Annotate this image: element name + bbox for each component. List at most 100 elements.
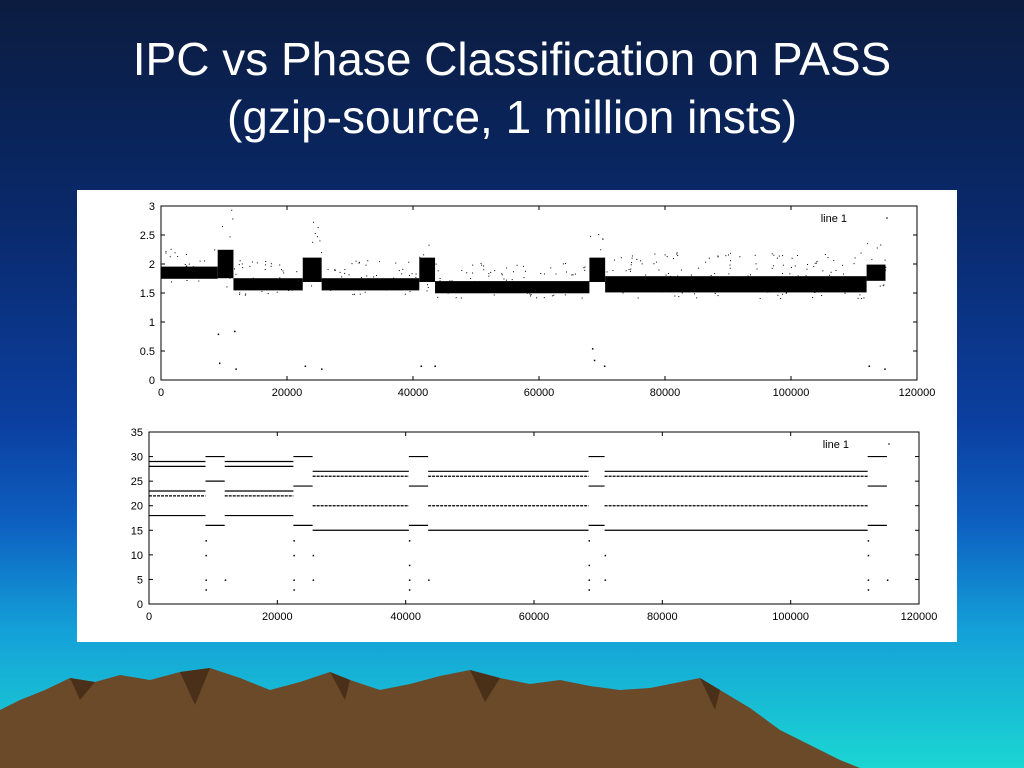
- data-point: [602, 238, 604, 240]
- data-band-core: [217, 249, 234, 279]
- data-point: [188, 263, 190, 265]
- data-point: [185, 265, 187, 267]
- data-point: [720, 290, 722, 292]
- data-point: [525, 270, 527, 272]
- data-point: [581, 297, 583, 299]
- data-point: [235, 289, 237, 291]
- data-point: [192, 271, 194, 273]
- y-tick-label: 0: [149, 375, 155, 387]
- data-point: [806, 268, 808, 270]
- legend-label: line 1: [821, 213, 847, 225]
- outlier-point: [312, 554, 315, 557]
- mountain-range-decoration: [0, 668, 860, 768]
- data-point: [215, 276, 217, 278]
- data-point: [366, 275, 368, 277]
- data-point: [827, 256, 829, 258]
- outlier-point: [312, 579, 315, 581]
- data-point: [385, 289, 387, 291]
- data-point: [344, 272, 346, 274]
- data-point: [426, 290, 428, 292]
- data-point: [565, 271, 567, 273]
- data-point: [564, 263, 566, 265]
- data-point: [883, 284, 885, 286]
- data-point: [728, 284, 730, 286]
- data-point: [165, 250, 167, 252]
- data-point: [750, 274, 752, 276]
- outlier-point: [205, 589, 207, 591]
- data-point: [539, 287, 541, 289]
- data-point: [270, 280, 272, 282]
- data-point: [767, 286, 769, 288]
- y-tick-label: 5: [137, 574, 143, 586]
- data-point: [264, 269, 266, 271]
- outlier-point: [205, 554, 207, 557]
- data-point: [274, 278, 276, 280]
- outlier-point: [293, 579, 295, 581]
- data-point: [729, 267, 731, 269]
- y-tick-label: 1.5: [140, 288, 155, 300]
- data-point: [435, 281, 437, 283]
- data-point: [859, 289, 861, 291]
- data-point: [488, 275, 490, 277]
- data-point: [404, 293, 406, 295]
- data-point: [455, 297, 457, 299]
- data-point: [778, 255, 780, 257]
- data-point: [312, 259, 314, 261]
- data-point: [249, 265, 251, 267]
- data-point: [843, 273, 845, 275]
- data-point: [555, 288, 557, 290]
- data-point: [598, 270, 600, 272]
- data-point: [239, 292, 241, 294]
- data-point: [771, 267, 773, 269]
- data-point: [186, 275, 188, 277]
- data-point: [317, 227, 319, 229]
- data-point: [437, 270, 439, 272]
- data-band-core: [866, 264, 886, 281]
- data-point: [359, 293, 361, 295]
- data-point: [239, 294, 241, 296]
- outlier-point: [408, 579, 411, 581]
- data-point: [499, 289, 501, 291]
- data-point: [552, 290, 554, 292]
- data-point: [550, 267, 552, 269]
- data-point: [423, 254, 425, 256]
- data-point: [419, 256, 421, 258]
- data-point: [772, 265, 774, 267]
- data-point: [595, 280, 597, 282]
- data-point: [804, 281, 806, 283]
- data-point: [296, 271, 298, 273]
- data-point: [244, 294, 246, 296]
- data-point: [721, 290, 723, 292]
- data-point: [755, 263, 757, 265]
- data-point: [738, 279, 740, 281]
- data-point: [167, 274, 169, 276]
- data-point: [242, 267, 244, 269]
- data-point: [311, 285, 313, 287]
- data-point: [270, 265, 272, 267]
- data-point: [195, 269, 197, 271]
- data-point: [506, 267, 508, 269]
- data-point: [574, 273, 576, 275]
- data-point: [232, 218, 234, 220]
- data-point: [820, 278, 822, 280]
- data-point: [641, 263, 643, 265]
- data-point: [540, 273, 542, 275]
- outlier-point: [588, 564, 591, 567]
- data-point: [470, 291, 472, 293]
- data-point: [666, 286, 668, 288]
- x-tick-label: 100000: [773, 387, 810, 399]
- data-point: [474, 281, 476, 283]
- data-point: [728, 273, 730, 275]
- data-point: [698, 279, 700, 281]
- outlier-point: [293, 554, 295, 557]
- data-point: [835, 270, 837, 272]
- data-point: [727, 254, 729, 256]
- data-point: [427, 287, 429, 289]
- data-point: [531, 289, 533, 291]
- data-point: [481, 284, 483, 286]
- data-point: [466, 272, 468, 274]
- data-point: [753, 289, 755, 291]
- data-point: [364, 291, 366, 293]
- data-point: [199, 277, 201, 279]
- data-point: [544, 273, 546, 275]
